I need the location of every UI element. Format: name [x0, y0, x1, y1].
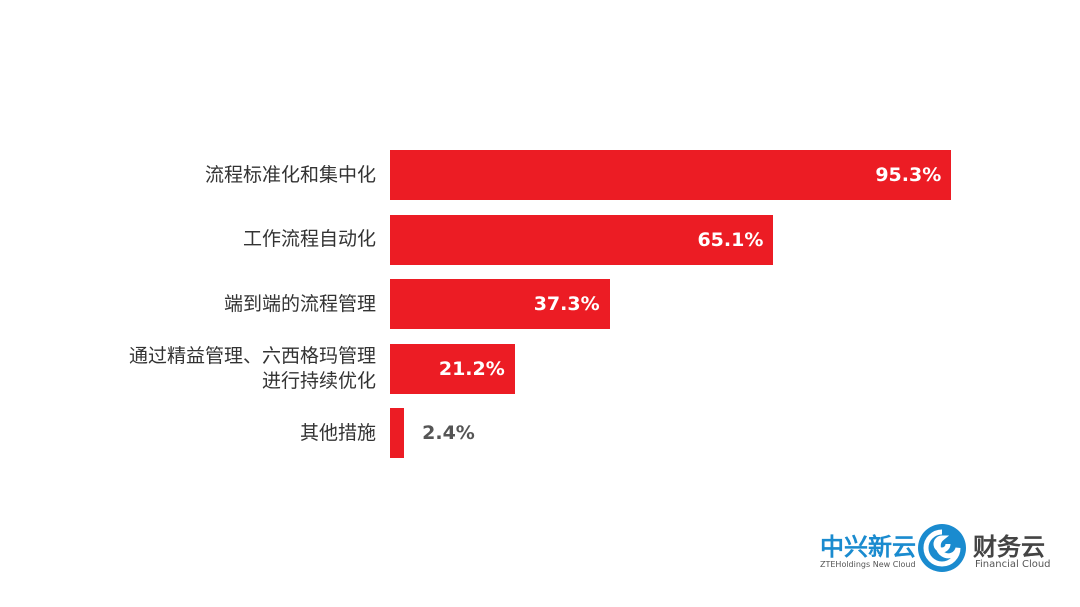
value-label: 37.3% — [533, 293, 600, 315]
value-label: 21.2% — [438, 357, 505, 380]
category-label: 通过精益管理、六西格玛管理进行持续优化 — [128, 344, 376, 392]
category-label: 其他措施 — [299, 421, 376, 444]
logo-subtitle: ZTEHoldings New Cloud — [820, 560, 916, 569]
value-label: 2.4% — [422, 422, 475, 444]
logo-title: 财务云 — [973, 533, 1045, 561]
bar — [390, 150, 952, 200]
logo-icon — [918, 524, 966, 572]
category-label: 流程标准化和集中化 — [204, 163, 376, 186]
bar — [390, 214, 774, 265]
bar — [390, 279, 610, 329]
bar — [390, 343, 515, 394]
logo-subtitle: Financial Cloud — [975, 559, 1051, 570]
bar — [390, 408, 405, 458]
category-label: 工作流程自动化 — [242, 228, 376, 250]
category-label: 端到端的流程管理 — [223, 292, 376, 315]
value-label: 65.1% — [697, 228, 764, 251]
logo-title: 中兴新云 — [820, 533, 916, 561]
value-label: 95.3% — [875, 164, 942, 186]
